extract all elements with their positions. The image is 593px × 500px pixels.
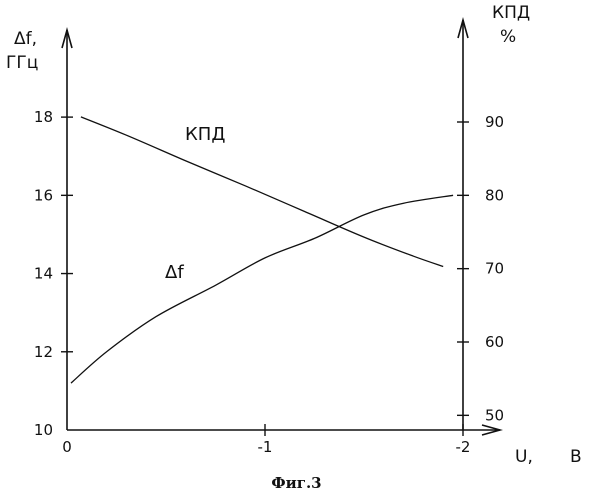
figure-caption: Фиг.3 [0,474,593,492]
x-ticks: 0 -1 -2 [62,424,470,456]
right-tick-label: 90 [485,113,504,131]
right-tick-label: 80 [485,186,504,204]
left-tick-label: 18 [34,108,53,126]
right-axis-unit: % [500,27,516,47]
right-tick-label: 60 [485,333,504,351]
x-tick-label: -1 [258,438,273,456]
x-axis-unit: В [570,447,582,467]
right-axis-label: КПД [492,3,530,23]
series-label-delta-f: Δf [165,262,184,283]
left-tick-label: 14 [34,265,53,283]
left-axis-label: Δf, [14,29,37,49]
right-tick-label: 70 [485,260,504,278]
x-axis-label: U, [515,447,533,467]
axes [62,20,500,435]
series-label-kpd: КПД [185,124,225,145]
left-tick-label: 10 [34,421,53,439]
x-tick-label: 0 [62,438,72,456]
left-axis-unit: ГГц [6,53,38,73]
x-tick-label: -2 [456,438,471,456]
left-tick-label: 12 [34,343,53,361]
series-line-kpd [81,117,443,267]
right-y-ticks: 50 60 70 80 90 [457,113,504,424]
left-tick-label: 16 [34,186,53,204]
series-lines [71,117,453,383]
right-tick-label: 50 [485,406,504,424]
series-line-delta-f [71,195,453,383]
